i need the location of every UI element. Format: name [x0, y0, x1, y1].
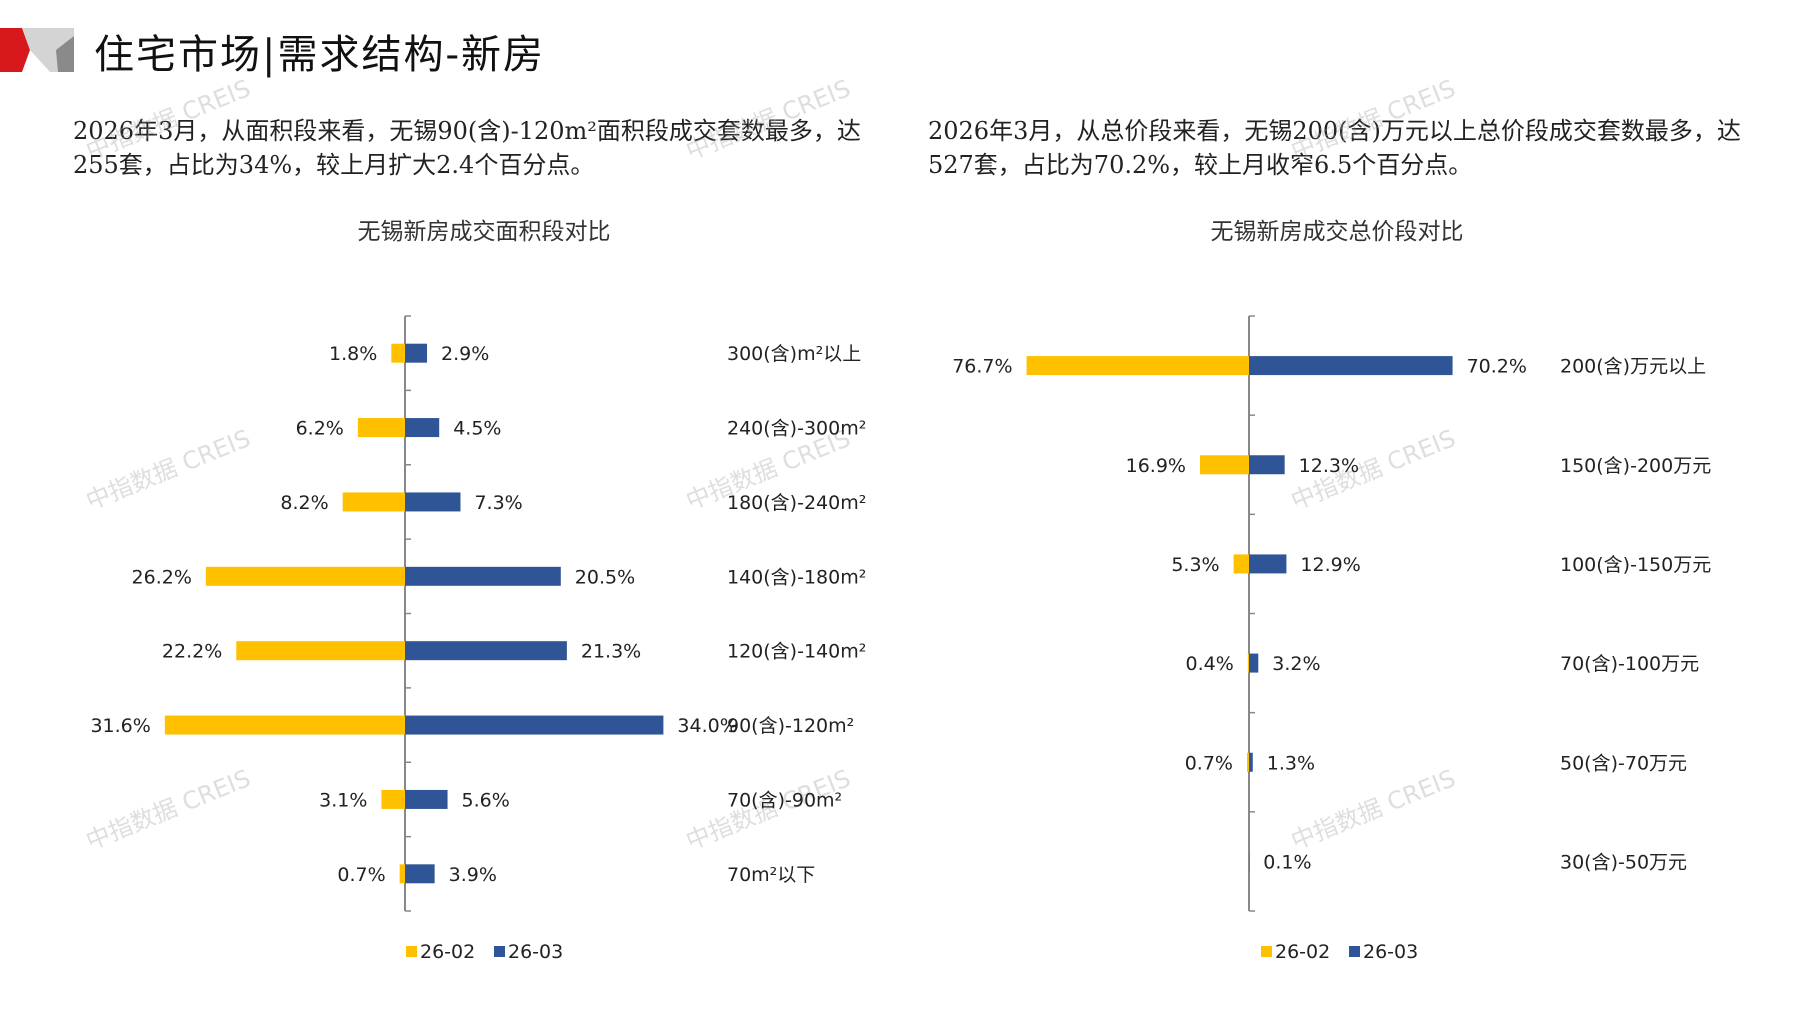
left-description: 2026年3月，从面积段来看，无锡90(含)-120m²面积段成交套数最多，达2… [73, 117, 861, 179]
category-label: 120(含)-140m² [727, 641, 866, 663]
category-label: 240(含)-300m² [727, 418, 866, 440]
page-title: 住宅市场|需求结构-新房 [94, 32, 545, 78]
bar-26-02 [1247, 653, 1249, 673]
data-label: 12.9% [1300, 554, 1360, 576]
bar-26-02 [391, 343, 405, 363]
data-label: 0.7% [337, 864, 385, 886]
category-label: 70(含)-100万元 [1560, 653, 1699, 675]
bar-26-02 [381, 789, 405, 809]
bar-26-03 [405, 864, 435, 884]
bar-26-03 [405, 566, 561, 586]
data-label: 0.4% [1186, 653, 1234, 675]
bar-26-02 [164, 715, 405, 735]
data-label: 1.3% [1267, 752, 1315, 774]
data-label: 21.3% [581, 641, 641, 663]
legend-swatch [1349, 946, 1360, 957]
bar-26-03 [1249, 455, 1285, 475]
bar-26-03 [1249, 356, 1453, 376]
data-label: 5.3% [1171, 554, 1219, 576]
data-label: 5.6% [462, 789, 510, 811]
category-label: 300(含)m²以上 [727, 343, 861, 365]
data-label: 0.1% [1263, 851, 1311, 873]
bar-26-03 [405, 492, 461, 512]
bar-26-03 [405, 789, 448, 809]
bar-26-03 [1249, 653, 1259, 673]
left-chart-title: 无锡新房成交面积段对比 [357, 219, 611, 245]
data-label: 3.1% [319, 789, 367, 811]
category-label: 100(含)-150万元 [1560, 554, 1711, 576]
legend-label: 26-02 [1275, 941, 1330, 963]
data-label: 12.3% [1299, 455, 1359, 477]
legend-label: 26-03 [508, 941, 563, 963]
legend-label: 26-03 [1363, 941, 1418, 963]
legend-swatch [406, 946, 417, 957]
data-label: 20.5% [575, 566, 635, 588]
bar-26-03 [405, 715, 664, 735]
data-label: 3.9% [449, 864, 497, 886]
bar-26-02 [399, 864, 405, 884]
category-label: 50(含)-70万元 [1560, 752, 1687, 774]
data-label: 8.2% [280, 492, 328, 514]
bar-26-03 [405, 641, 567, 661]
bar-26-03 [1249, 752, 1253, 772]
data-label: 76.7% [952, 356, 1012, 378]
data-label: 1.8% [329, 343, 377, 365]
bar-26-02 [357, 418, 405, 438]
bar-26-02 [1199, 455, 1249, 475]
category-label: 90(含)-120m² [727, 715, 854, 737]
data-label: 7.3% [474, 492, 522, 514]
category-label: 180(含)-240m² [727, 492, 866, 514]
bar-26-03 [405, 343, 428, 363]
right-description: 2026年3月，从总价段来看，无锡200(含)万元以上总价段成交套数最多，达52… [928, 117, 1741, 179]
category-label: 150(含)-200万元 [1560, 455, 1711, 477]
category-label: 140(含)-180m² [727, 566, 866, 588]
bar-26-02 [1026, 356, 1249, 376]
bar-26-02 [342, 492, 405, 512]
data-label: 2.9% [441, 343, 489, 365]
legend-label: 26-02 [420, 941, 475, 963]
right-chart-title: 无锡新房成交总价段对比 [1210, 219, 1464, 245]
data-label: 16.9% [1126, 455, 1186, 477]
brand-logo [0, 28, 74, 72]
bar-26-02 [236, 641, 405, 661]
legend-swatch [1261, 946, 1272, 957]
bar-26-02 [205, 566, 405, 586]
bar-26-02 [1246, 752, 1249, 772]
data-label: 4.5% [453, 418, 501, 440]
data-label: 34.0% [677, 715, 737, 737]
category-label: 30(含)-50万元 [1560, 851, 1687, 873]
data-label: 31.6% [90, 715, 150, 737]
legend-swatch [494, 946, 505, 957]
bar-26-03 [405, 418, 440, 438]
category-label: 70m²以下 [727, 864, 815, 886]
data-label: 26.2% [132, 566, 192, 588]
bar-26-03 [1249, 554, 1287, 574]
data-label: 6.2% [296, 418, 344, 440]
data-label: 0.7% [1185, 752, 1233, 774]
data-label: 3.2% [1272, 653, 1320, 675]
category-label: 70(含)-90m² [727, 789, 842, 811]
data-label: 22.2% [162, 641, 222, 663]
data-label: 70.2% [1467, 356, 1527, 378]
bar-26-02 [1233, 554, 1249, 574]
category-label: 200(含)万元以上 [1560, 356, 1706, 378]
